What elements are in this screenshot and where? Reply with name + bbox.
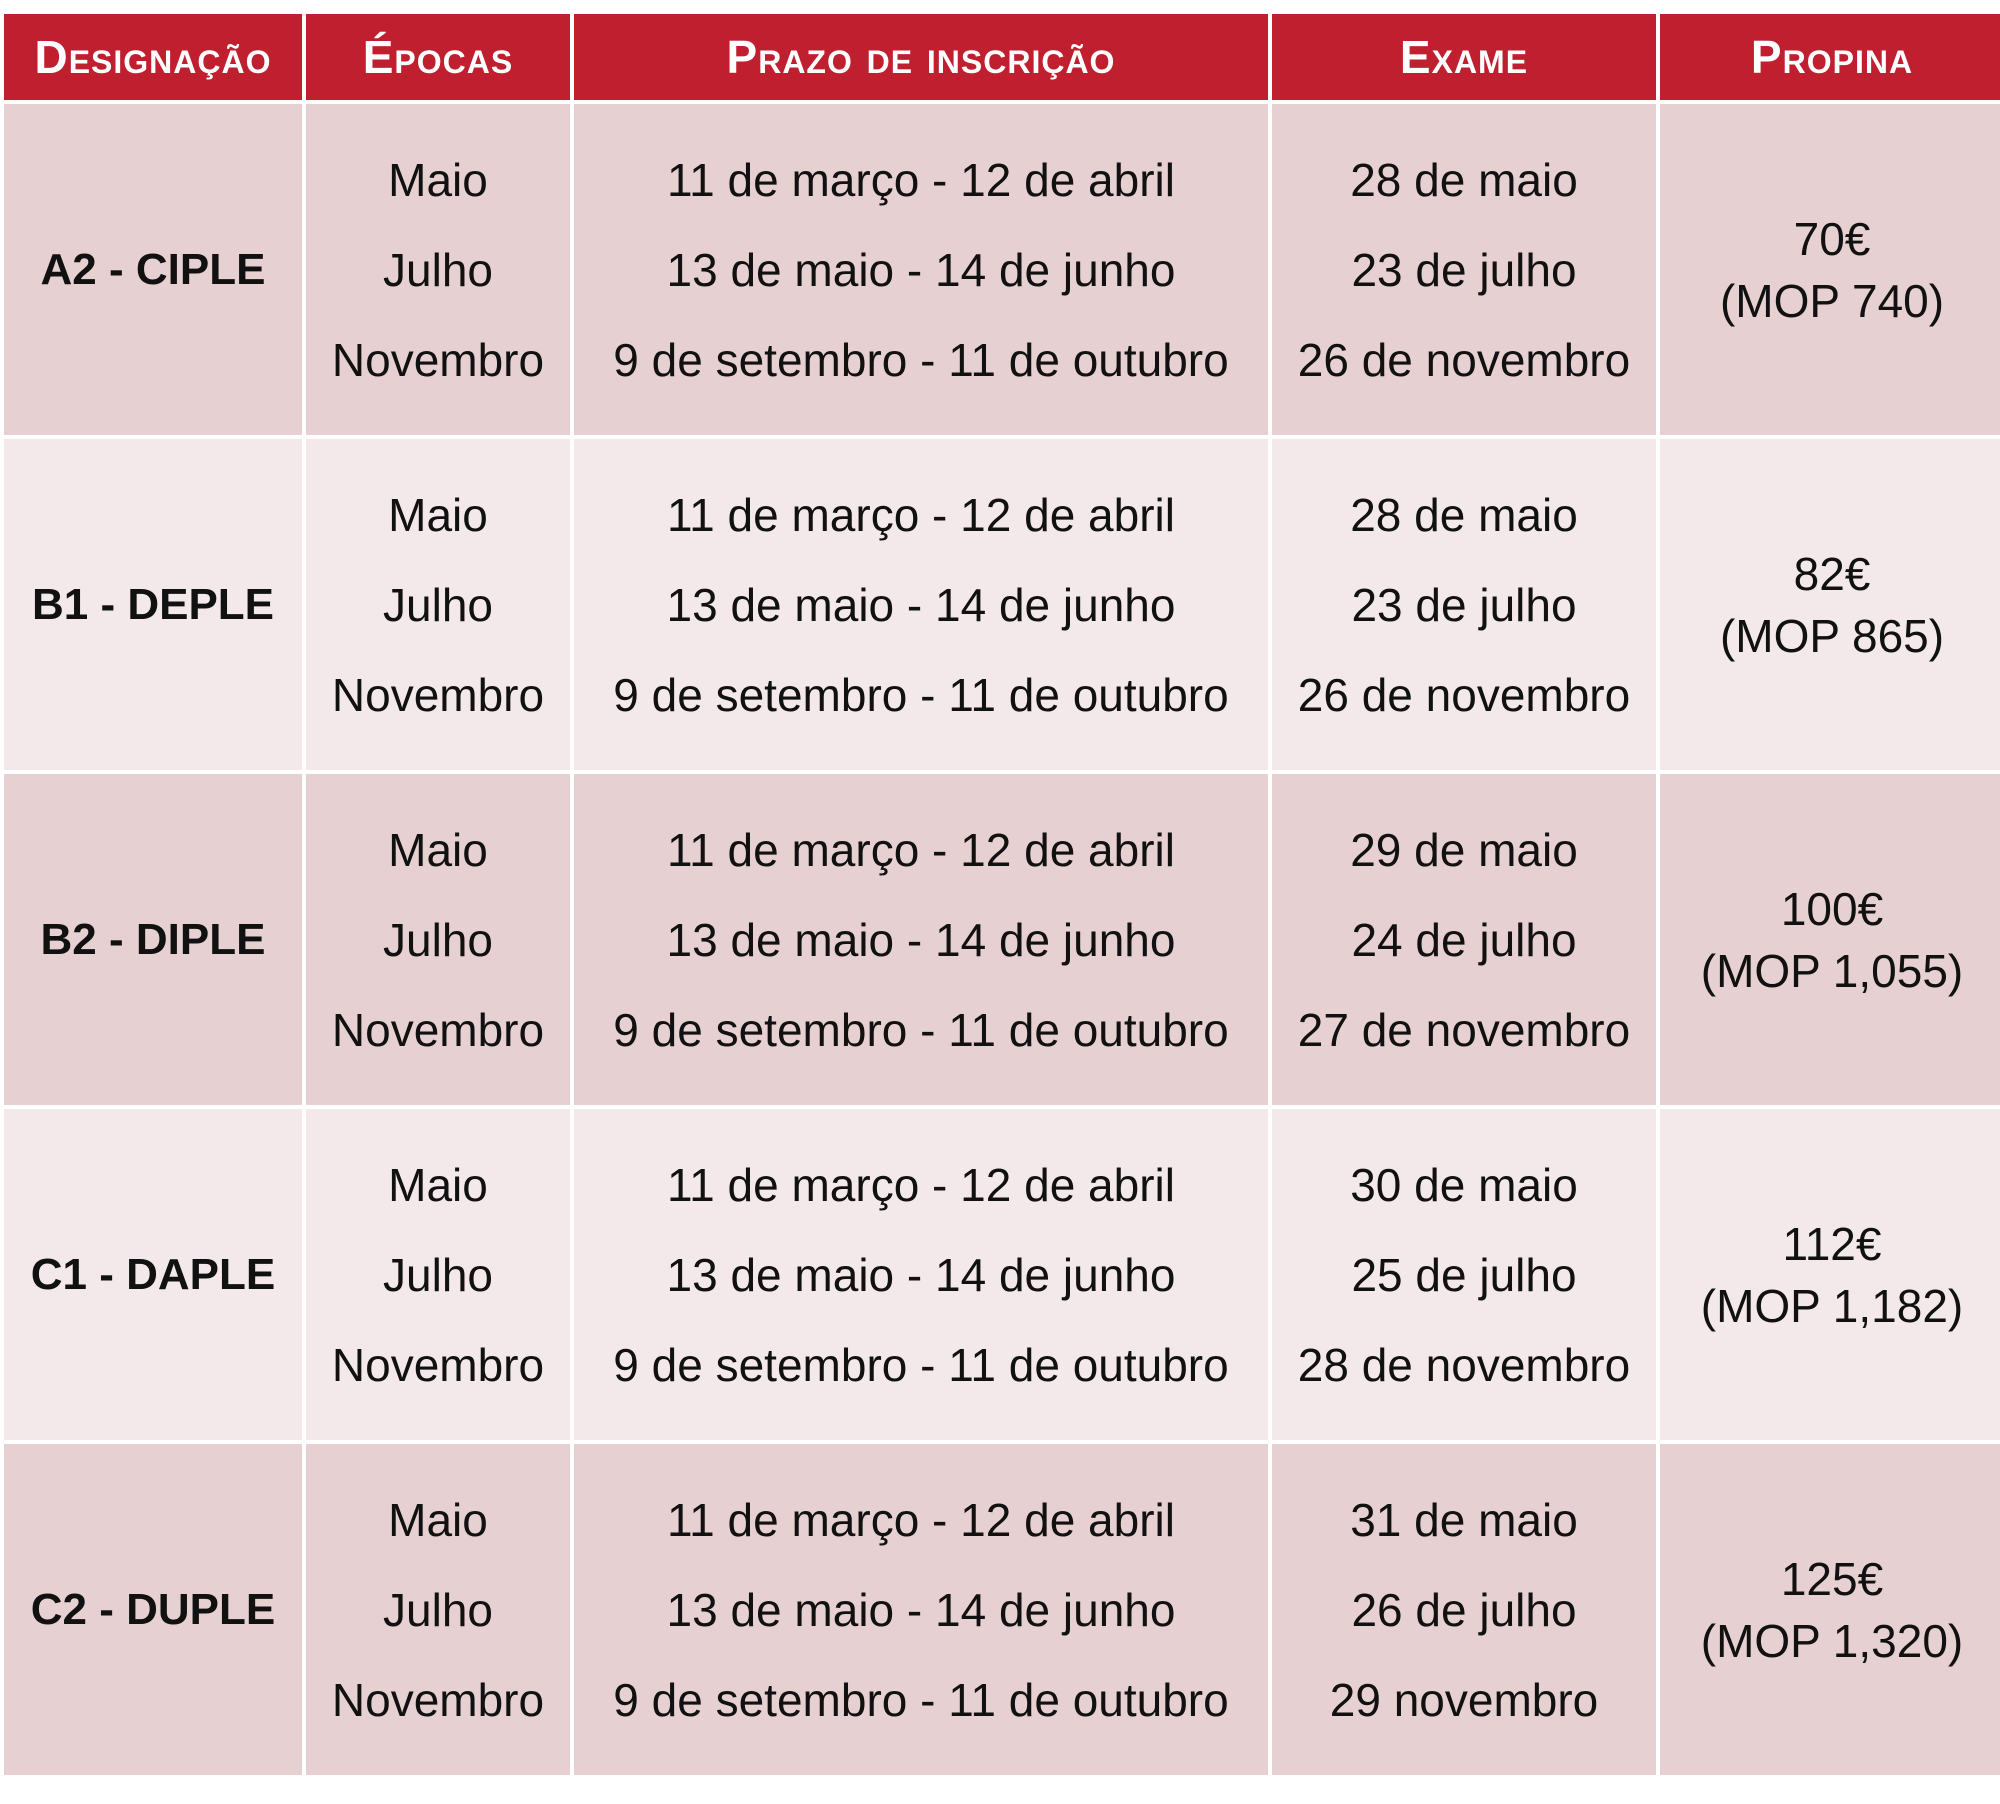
exame-cell: 28 de maio 23 de julho 26 de novembro [1272,104,1656,435]
epoca-item: Maio [388,488,488,541]
propina-eur: 100€ [1780,882,1884,935]
epocas-cell: Maio Julho Novembro [306,439,570,770]
table-header: Designação Épocas Prazo de inscrição Exa… [4,14,2000,100]
exame-item: 23 de julho [1351,243,1577,296]
epoca-item: Julho [383,1248,493,1301]
header-propina: Propina [1660,14,2000,100]
prazo-item: 11 de março - 12 de abril [667,1493,1175,1546]
prazo-item: 9 de setembro - 11 de outubro [613,1673,1229,1726]
prazo-cell: 11 de março - 12 de abril 13 de maio - 1… [574,1444,1268,1775]
propina-cell: 82€ (MOP 865) [1660,439,2000,770]
prazo-cell: 11 de março - 12 de abril 13 de maio - 1… [574,1109,1268,1440]
propina-eur: 82€ [1793,547,1871,600]
designation-cell: C1 - DAPLE [4,1109,302,1440]
prazo-cell: 11 de março - 12 de abril 13 de maio - 1… [574,439,1268,770]
exame-item: 28 de maio [1350,153,1578,206]
table-row: A2 - CIPLE Maio Julho Novembro 11 de mar… [4,104,2000,435]
table-row: C2 - DUPLE Maio Julho Novembro 11 de mar… [4,1444,2000,1775]
propina-eur: 70€ [1793,212,1871,265]
prazo-item: 13 de maio - 14 de junho [666,578,1176,631]
table-row: B1 - DEPLE Maio Julho Novembro 11 de mar… [4,439,2000,770]
exame-cell: 29 de maio 24 de julho 27 de novembro [1272,774,1656,1105]
propina-mop: (MOP 1,182) [1700,1279,1964,1332]
header-epocas: Épocas [306,14,570,100]
table-row: B2 - DIPLE Maio Julho Novembro 11 de mar… [4,774,2000,1105]
epocas-cell: Maio Julho Novembro [306,1444,570,1775]
epoca-item: Novembro [331,1338,545,1391]
propina-eur: 112€ [1782,1217,1882,1270]
epocas-cell: Maio Julho Novembro [306,1109,570,1440]
epoca-item: Maio [388,823,488,876]
exame-item: 24 de julho [1351,913,1577,966]
prazo-cell: 11 de março - 12 de abril 13 de maio - 1… [574,104,1268,435]
exame-item: 23 de julho [1351,578,1577,631]
epoca-item: Novembro [331,1673,545,1726]
prazo-item: 11 de março - 12 de abril [667,153,1175,206]
propina-mop: (MOP 865) [1719,609,1945,662]
propina-cell: 125€ (MOP 1,320) [1660,1444,2000,1775]
prazo-item: 13 de maio - 14 de junho [666,913,1176,966]
exame-item: 29 de maio [1350,823,1578,876]
header-exame: Exame [1272,14,1656,100]
designation-cell: A2 - CIPLE [4,104,302,435]
exame-cell: 31 de maio 26 de julho 29 novembro [1272,1444,1656,1775]
epoca-item: Novembro [331,333,545,386]
epocas-cell: Maio Julho Novembro [306,104,570,435]
prazo-item: 13 de maio - 14 de junho [666,1248,1176,1301]
designation-cell: C2 - DUPLE [4,1444,302,1775]
prazo-item: 11 de março - 12 de abril [667,823,1175,876]
propina-cell: 112€ (MOP 1,182) [1660,1109,2000,1440]
exame-cell: 28 de maio 23 de julho 26 de novembro [1272,439,1656,770]
header-row: Designação Épocas Prazo de inscrição Exa… [4,14,2000,100]
table-body: A2 - CIPLE Maio Julho Novembro 11 de mar… [4,104,2000,1775]
header-designacao: Designação [4,14,302,100]
prazo-item: 9 de setembro - 11 de outubro [613,1338,1229,1391]
prazo-item: 11 de março - 12 de abril [667,488,1175,541]
prazo-item: 9 de setembro - 11 de outubro [613,1003,1229,1056]
header-prazo: Prazo de inscrição [574,14,1268,100]
epoca-item: Julho [383,1583,493,1636]
prazo-item: 11 de março - 12 de abril [667,1158,1175,1211]
prazo-item: 9 de setembro - 11 de outubro [613,668,1229,721]
propina-eur: 125€ [1780,1552,1884,1605]
epoca-item: Maio [388,1493,488,1546]
exame-item: 25 de julho [1351,1248,1577,1301]
designation-cell: B1 - DEPLE [4,439,302,770]
table-row: C1 - DAPLE Maio Julho Novembro 11 de mar… [4,1109,2000,1440]
epoca-item: Julho [383,578,493,631]
exame-item: 28 de novembro [1297,1338,1631,1391]
epoca-item: Julho [383,243,493,296]
prazo-item: 9 de setembro - 11 de outubro [613,333,1229,386]
exam-schedule-table: Designação Épocas Prazo de inscrição Exa… [0,10,2000,1779]
epoca-item: Novembro [331,668,545,721]
propina-cell: 100€ (MOP 1,055) [1660,774,2000,1105]
epoca-item: Novembro [331,1003,545,1056]
exame-item: 29 novembro [1329,1673,1599,1726]
exame-cell: 30 de maio 25 de julho 28 de novembro [1272,1109,1656,1440]
exame-item: 26 de novembro [1297,668,1631,721]
exame-item: 26 de novembro [1297,333,1631,386]
epocas-cell: Maio Julho Novembro [306,774,570,1105]
exame-item: 31 de maio [1350,1493,1578,1546]
designation-cell: B2 - DIPLE [4,774,302,1105]
exame-item: 30 de maio [1350,1158,1578,1211]
epoca-item: Julho [383,913,493,966]
prazo-cell: 11 de março - 12 de abril 13 de maio - 1… [574,774,1268,1105]
propina-mop: (MOP 740) [1719,274,1945,327]
prazo-item: 13 de maio - 14 de junho [666,1583,1176,1636]
propina-cell: 70€ (MOP 740) [1660,104,2000,435]
propina-mop: (MOP 1,320) [1700,1614,1964,1667]
exame-item: 28 de maio [1350,488,1578,541]
epoca-item: Maio [388,153,488,206]
exame-item: 27 de novembro [1297,1003,1631,1056]
exame-item: 26 de julho [1351,1583,1577,1636]
prazo-item: 13 de maio - 14 de junho [666,243,1176,296]
epoca-item: Maio [388,1158,488,1211]
propina-mop: (MOP 1,055) [1700,944,1964,997]
